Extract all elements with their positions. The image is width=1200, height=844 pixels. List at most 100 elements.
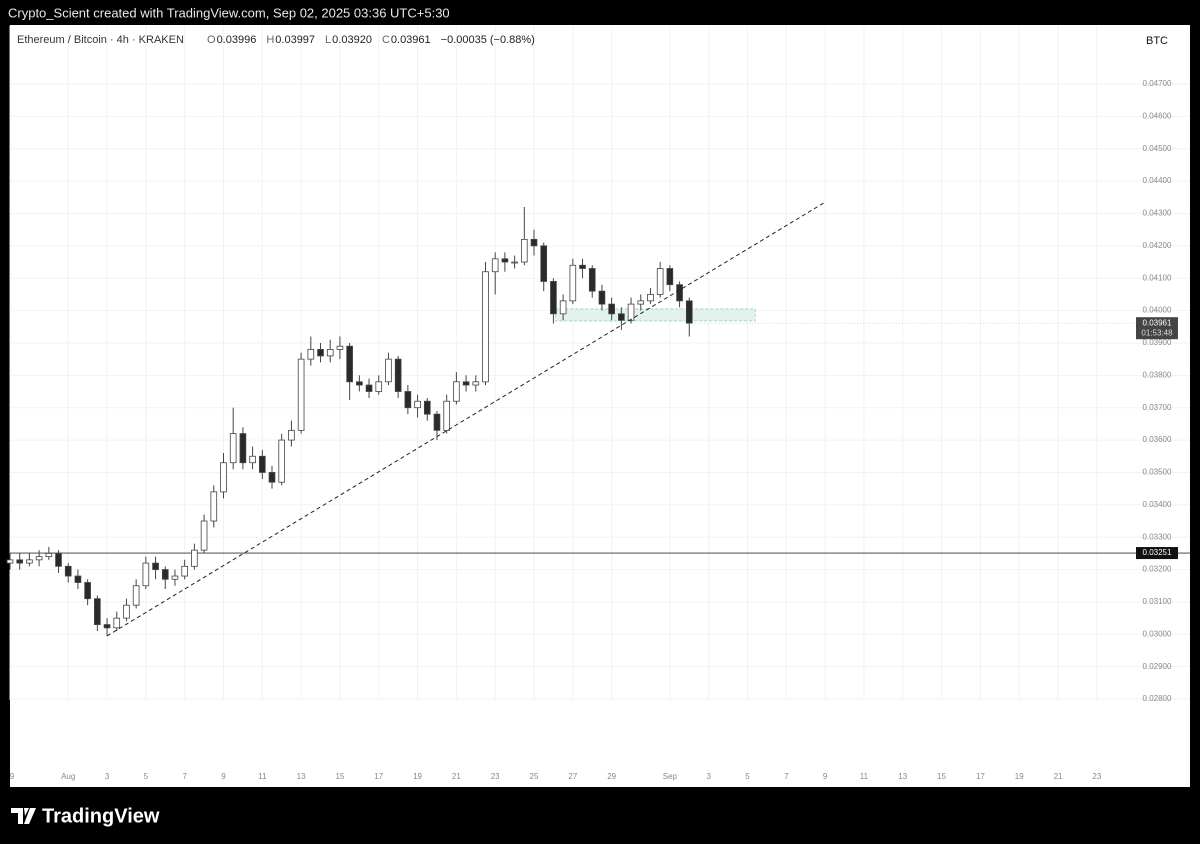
x-tick-label: 5	[144, 772, 149, 781]
candle-body	[181, 565, 188, 577]
candle-body	[220, 462, 227, 493]
x-tick-label: 3	[706, 772, 711, 781]
candle-body	[394, 358, 402, 392]
x-tick-label: 27	[568, 772, 577, 781]
x-tick-label: 7	[182, 772, 187, 781]
candle-body	[627, 303, 635, 321]
candle-body	[35, 556, 43, 561]
legend-key: O	[207, 34, 216, 46]
candle-body	[268, 472, 276, 483]
candle-body	[210, 491, 218, 522]
candle-body	[239, 433, 247, 464]
candle-body	[171, 575, 179, 580]
candle-body	[482, 271, 489, 383]
candle-body	[200, 520, 208, 551]
x-tick-label: 9	[10, 772, 15, 781]
x-tick-label: 15	[335, 772, 344, 781]
x-tick-label: 13	[898, 772, 907, 781]
watermark: Crypto_Scient created with TradingView.c…	[8, 5, 450, 20]
candle-body	[356, 381, 363, 386]
y-tick-label: 0.03600	[1143, 435, 1172, 444]
y-tick-label: 0.02800	[1143, 694, 1172, 703]
currency: BTC	[1146, 35, 1168, 47]
candle-body	[472, 381, 480, 386]
x-tick-label: 29	[607, 772, 616, 781]
x-tick-label: 17	[976, 772, 985, 781]
candle-body	[123, 604, 130, 619]
legend-key: H	[266, 34, 274, 46]
candle-body	[618, 313, 625, 321]
candle-body	[414, 400, 421, 409]
candle-body	[326, 349, 334, 357]
y-tick-label: 0.04600	[1143, 111, 1172, 120]
x-tick-label: 5	[745, 772, 750, 781]
candle-body	[540, 245, 548, 282]
candle-body	[404, 391, 412, 409]
x-tick-label: 23	[491, 772, 500, 781]
candle-body	[336, 345, 344, 350]
x-tick-label: 21	[452, 772, 461, 781]
y-tick-label: 0.04100	[1143, 273, 1172, 282]
candle-body	[423, 400, 431, 415]
x-tick-label: 11	[860, 772, 869, 781]
last-price: 0.03961	[1143, 318, 1172, 327]
x-tick-label: 21	[1054, 772, 1063, 781]
y-tick-label: 0.03400	[1143, 500, 1172, 509]
candle-body	[142, 562, 150, 587]
candle-body	[550, 281, 557, 315]
candle-body	[433, 413, 441, 431]
x-tick-label: 15	[937, 772, 946, 781]
y-tick-label: 0.04200	[1143, 241, 1172, 250]
x-tick-label: 23	[1092, 772, 1101, 781]
zone	[554, 308, 756, 322]
legend-change: −0.00035 (−0.88%)	[441, 34, 535, 46]
candle-body	[588, 268, 596, 292]
candle-body	[491, 258, 499, 273]
y-tick-label: 0.03500	[1143, 468, 1172, 477]
candle-body	[685, 300, 693, 324]
candle-body	[288, 429, 295, 441]
candle-body	[443, 400, 450, 431]
y-tick-label: 0.04000	[1143, 306, 1172, 315]
candle-body	[530, 238, 538, 247]
hline-label-box	[1136, 547, 1178, 560]
legend-value: 0.03997	[275, 34, 315, 46]
y-tick-label: 0.03100	[1143, 597, 1172, 606]
countdown: 01:53:48	[1141, 328, 1173, 337]
candle-body	[258, 455, 266, 473]
y-tick-label: 0.04700	[1143, 79, 1172, 88]
candle-body	[656, 268, 664, 295]
candle-body	[462, 381, 470, 386]
candle-body	[94, 598, 101, 625]
candle-body	[385, 358, 392, 383]
y-tick-label: 0.04300	[1143, 209, 1172, 218]
candle-body	[26, 559, 33, 564]
y-tick-label: 0.03700	[1143, 403, 1172, 412]
legend-value: 0.03920	[332, 34, 372, 46]
candle-body	[453, 381, 460, 402]
candle-body	[569, 264, 577, 302]
candle-body	[6, 559, 14, 564]
brand-logo: TradingView	[11, 805, 160, 827]
x-tick-label: 13	[297, 772, 306, 781]
brand: TradingView	[42, 805, 160, 827]
candle-body	[365, 384, 373, 392]
y-tick-label: 0.03300	[1143, 532, 1172, 541]
x-tick-label: 19	[413, 772, 422, 781]
legend-value: 0.03996	[217, 34, 257, 46]
candle-body	[375, 381, 383, 392]
candle-body	[346, 345, 353, 383]
x-tick-label: Aug	[61, 772, 75, 781]
candle-body	[152, 562, 159, 570]
candle-body	[637, 300, 645, 305]
hline-label: 0.03251	[1143, 548, 1172, 557]
candle-body	[249, 455, 256, 464]
y-tick-label: 0.03200	[1143, 565, 1172, 574]
legend-value: 0.03961	[391, 34, 431, 46]
candle-body	[113, 617, 121, 629]
x-tick-label: 17	[374, 772, 383, 781]
y-tick-label: 0.03800	[1143, 370, 1172, 379]
x-tick-label: 19	[1015, 772, 1024, 781]
y-tick-label: 0.03900	[1143, 338, 1172, 347]
